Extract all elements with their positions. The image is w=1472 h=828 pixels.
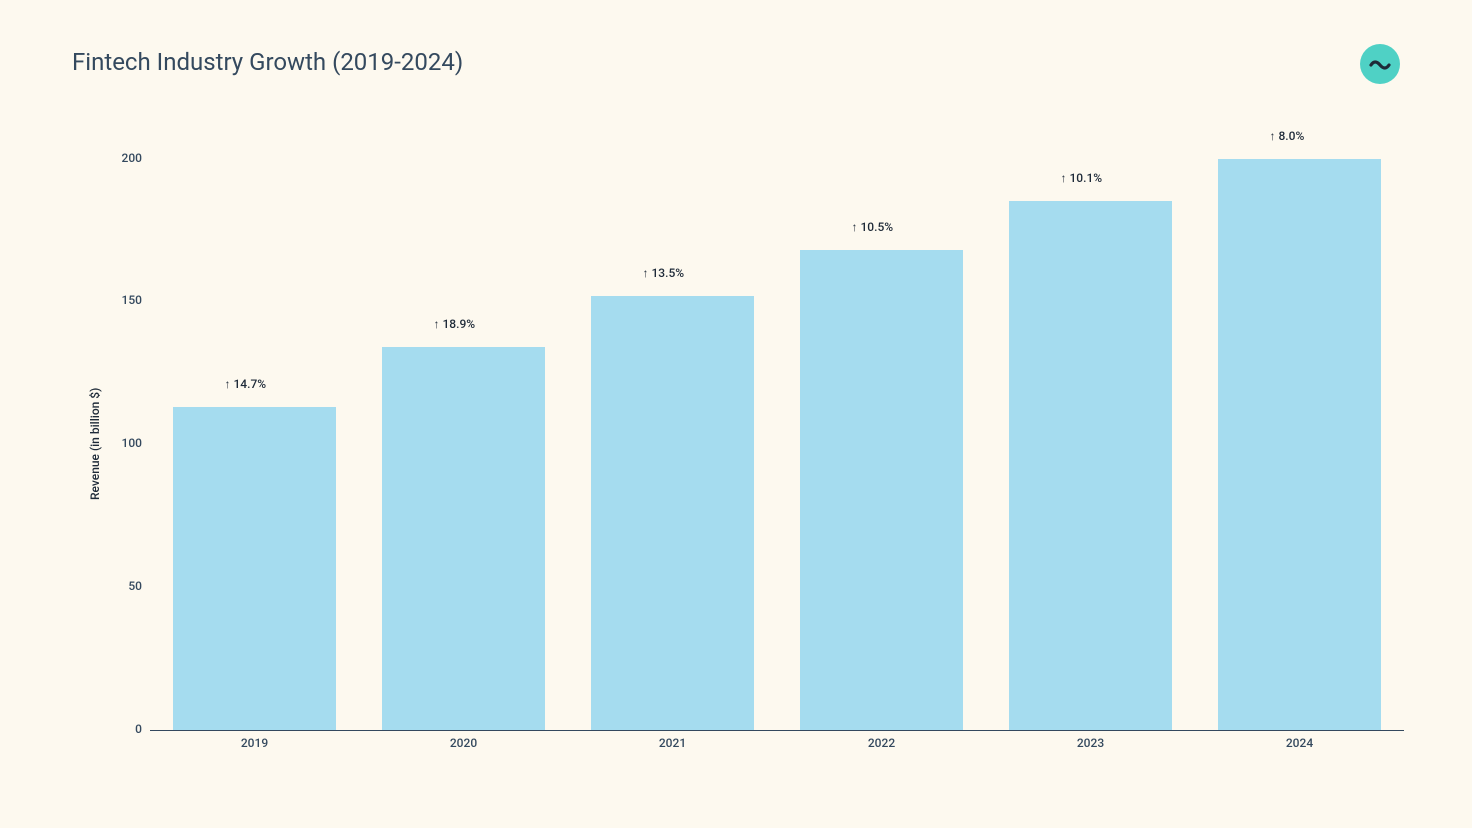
x-tick-label: 2021 [568, 736, 777, 750]
x-tick-label: 2019 [150, 736, 359, 750]
chart-canvas: Fintech Industry Growth (2019-2024) Reven… [0, 0, 1472, 828]
bar-growth-label: ↑ 8.0% [1270, 129, 1305, 143]
chart-title: Fintech Industry Growth (2019-2024) [72, 48, 463, 76]
x-tick-label: 2022 [777, 736, 986, 750]
y-tick-label: 50 [102, 579, 142, 593]
bar [591, 296, 754, 730]
y-tick-label: 100 [102, 436, 142, 450]
bar-growth-label: ↑ 10.1% [1061, 171, 1103, 185]
x-tick-label: 2023 [986, 736, 1195, 750]
bar-growth-label: ↑ 18.9% [434, 317, 476, 331]
y-axis-label: Revenue (in billion $) [88, 388, 102, 500]
y-tick-label: 200 [102, 151, 142, 165]
brand-logo-icon [1360, 44, 1400, 84]
x-tick-label: 2020 [359, 736, 568, 750]
x-axis-baseline [150, 730, 1404, 731]
bar [1009, 201, 1172, 730]
bar [800, 250, 963, 730]
bar-growth-label: ↑ 10.5% [852, 220, 894, 234]
y-tick-label: 150 [102, 293, 142, 307]
bar [1218, 159, 1381, 730]
bar-growth-label: ↑ 14.7% [225, 377, 267, 391]
y-tick-label: 0 [102, 722, 142, 736]
x-tick-label: 2024 [1195, 736, 1404, 750]
bar [173, 407, 336, 730]
bar-growth-label: ↑ 13.5% [643, 266, 685, 280]
bar [382, 347, 545, 730]
